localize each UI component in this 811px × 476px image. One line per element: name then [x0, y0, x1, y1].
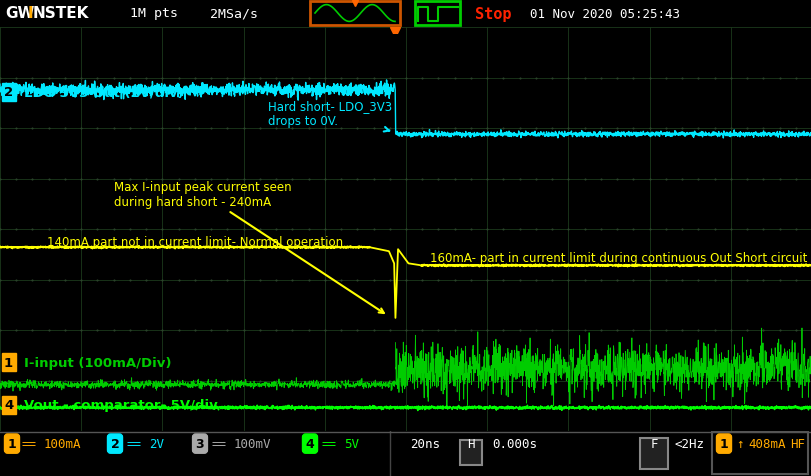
- Text: 3: 3: [195, 437, 204, 450]
- Text: 01 Nov 2020 05:25:43: 01 Nov 2020 05:25:43: [530, 8, 679, 20]
- Text: 20ns: 20ns: [410, 437, 440, 450]
- Text: Stop: Stop: [474, 7, 511, 21]
- Text: 140mA part not in current limit- Normal operation: 140mA part not in current limit- Normal …: [47, 235, 342, 248]
- FancyBboxPatch shape: [460, 440, 482, 465]
- Text: NSTEK: NSTEK: [33, 7, 89, 21]
- FancyBboxPatch shape: [310, 2, 400, 26]
- Text: 0.000s: 0.000s: [491, 437, 536, 450]
- Text: 2: 2: [4, 86, 13, 99]
- Text: 1: 1: [719, 437, 727, 450]
- Text: H: H: [466, 437, 474, 450]
- Text: 1: 1: [4, 356, 13, 369]
- Text: 100mA: 100mA: [44, 437, 81, 450]
- Text: 2: 2: [110, 437, 119, 450]
- FancyBboxPatch shape: [711, 432, 807, 474]
- Text: F: F: [650, 437, 657, 450]
- FancyBboxPatch shape: [414, 2, 460, 26]
- Text: I: I: [28, 7, 33, 21]
- Text: Hard short- LDO_3V3
drops to 0V.: Hard short- LDO_3V3 drops to 0V.: [268, 100, 392, 132]
- Text: ==: ==: [127, 437, 142, 450]
- Text: I-input (100mA/Div): I-input (100mA/Div): [24, 356, 172, 369]
- Text: 2V: 2V: [148, 437, 164, 450]
- Text: 4: 4: [4, 398, 13, 411]
- Text: GW: GW: [5, 7, 34, 21]
- Text: ↑: ↑: [735, 437, 743, 450]
- Text: 2MSa/s: 2MSa/s: [210, 8, 258, 20]
- Text: 1M pts: 1M pts: [130, 8, 178, 20]
- Text: HF: HF: [789, 437, 804, 450]
- Text: 100mV: 100mV: [234, 437, 271, 450]
- Text: 408mA: 408mA: [747, 437, 784, 450]
- Text: 160mA- part in current limit during continuous Out Short circuit: 160mA- part in current limit during cont…: [430, 251, 807, 264]
- Text: ==: ==: [22, 437, 37, 450]
- Text: Vout - comparator- 5V/div: Vout - comparator- 5V/div: [24, 398, 218, 411]
- Text: ==: ==: [212, 437, 227, 450]
- Text: ==: ==: [322, 437, 337, 450]
- Text: <2Hz: <2Hz: [674, 437, 704, 450]
- Text: 4: 4: [305, 437, 314, 450]
- Text: Max I-input peak current seen
during hard short - 240mA: Max I-input peak current seen during har…: [114, 180, 384, 313]
- Text: 5V: 5V: [344, 437, 358, 450]
- Text: LDO 3V3 Out (2V/div): LDO 3V3 Out (2V/div): [24, 86, 184, 99]
- FancyBboxPatch shape: [639, 438, 667, 469]
- Text: 1: 1: [7, 437, 16, 450]
